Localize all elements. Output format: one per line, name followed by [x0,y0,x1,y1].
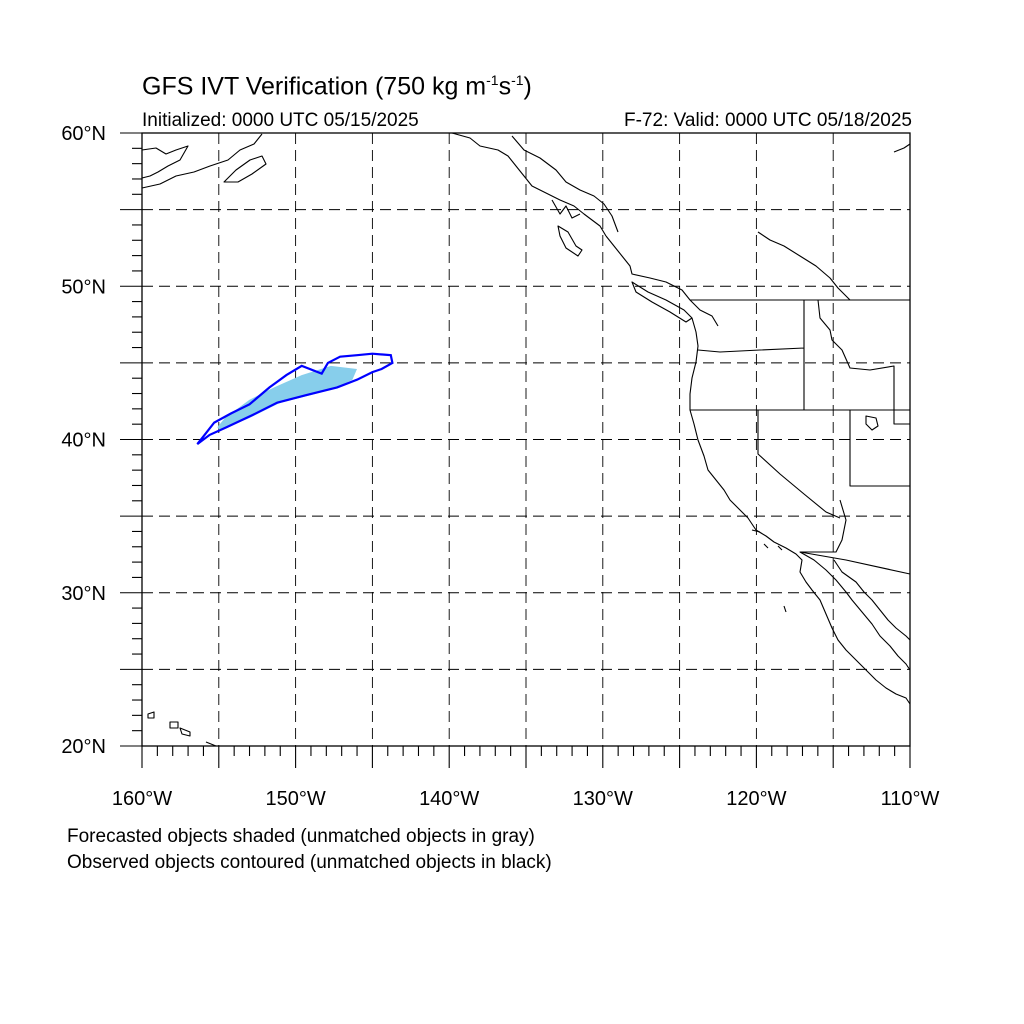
longitude-label: 160°W [112,788,172,810]
gulf-of-california-coast [799,551,911,671]
initialized-time: Initialized: 0000 UTC 05/15/2025 [142,110,419,131]
longitude-label: 120°W [726,788,786,810]
idaho-border [817,299,910,425]
latitude-label: 50°N [61,276,106,298]
forecast-legend-note: Forecasted objects shaded (unmatched obj… [67,826,535,847]
longitude-label: 150°W [265,788,325,810]
washington-oregon-border [697,300,805,410]
vancouver-island [631,281,693,323]
great-salt-lake [865,415,879,431]
latitude-labels: 60°N 50°N 40°N 30°N 20°N [61,123,106,758]
nevada-border [757,410,910,519]
latitude-label: 20°N [61,736,106,758]
canada-rockies-line [757,231,851,301]
alaska-panhandle [511,135,619,257]
coastlines-and-borders [141,132,911,747]
canada-northeast-coast [893,143,911,153]
longitude-label: 140°W [419,788,479,810]
axis-ticks [120,132,911,768]
valid-time: F-72: Valid: 0000 UTC 05/18/2025 [624,110,912,131]
bc-coastline [605,235,719,327]
chart-title: GFS IVT Verification (750 kg m-1s-1) [142,72,532,101]
kodiak-island [223,155,267,183]
latitude-label: 40°N [61,430,106,452]
observed-legend-note: Observed objects contoured (unmatched ob… [67,852,552,873]
arizona-border [799,499,911,575]
channel-islands [751,529,783,551]
longitude-label: 130°W [573,788,633,810]
latitude-label: 30°N [61,583,106,605]
hawaii-islands [147,605,787,747]
us-west-coast [689,317,911,705]
latitude-label: 60°N [61,123,106,145]
longitude-labels: 160°W 150°W 140°W 130°W 120°W 110°W [112,788,940,810]
observed-object-contour [196,352,394,445]
ivt-objects [196,352,394,445]
longitude-label: 110°W [881,788,940,810]
alaska-coastline [141,132,607,237]
map-grid [142,133,910,746]
